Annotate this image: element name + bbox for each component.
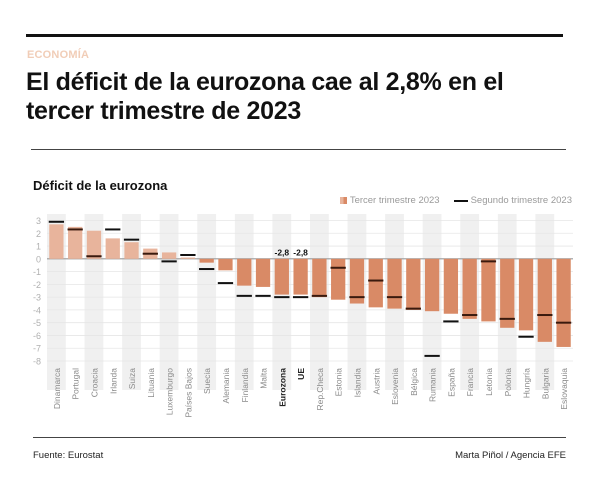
bar: [500, 258, 515, 328]
bar: [68, 226, 83, 259]
y-tick-label: -1: [33, 267, 41, 277]
x-tick-label: Hungría: [522, 368, 532, 399]
bar: [406, 258, 421, 310]
bar: [199, 258, 214, 263]
bar: [556, 258, 571, 347]
bar: [481, 258, 496, 322]
y-tick-label: -5: [33, 318, 41, 328]
bar: [255, 258, 271, 287]
y-tick-label: 2: [36, 229, 41, 239]
x-tick-label: Letonia: [484, 368, 494, 396]
headline: El déficit de la eurozona cae al 2,8% en…: [26, 68, 504, 125]
bar: [368, 258, 383, 308]
bar: [462, 258, 477, 319]
section-label: ECONOMÍA: [27, 49, 90, 61]
bar: [218, 258, 233, 271]
source-note: Fuente: Eurostat: [33, 450, 104, 461]
column-band: [234, 214, 254, 390]
bar: [537, 258, 552, 342]
y-tick-label: 1: [36, 242, 41, 252]
column-band: [272, 214, 292, 390]
bar: [124, 242, 139, 259]
x-tick-label: Rumania: [428, 368, 438, 402]
bar: [49, 224, 64, 259]
x-tick-label: Portugal: [71, 368, 81, 400]
chart-title: Déficit de la eurozona: [33, 178, 168, 193]
y-tick-label: -2: [33, 280, 41, 290]
x-tick-label: Estonia: [334, 368, 344, 397]
x-tick-label: Suecia: [202, 368, 212, 394]
x-tick-label: Croacia: [89, 368, 99, 398]
bar: [443, 258, 459, 314]
bar-swatch-icon: [339, 197, 347, 204]
legend-item-third-quarter: Tercer trimestre 2023: [339, 195, 440, 206]
x-tick-label: Eslovaquia: [559, 368, 569, 410]
bar: [312, 258, 327, 298]
data-label: -2,8: [274, 247, 289, 257]
bar: [293, 258, 308, 295]
x-tick-label: Alemania: [221, 368, 231, 404]
divider: [31, 149, 566, 150]
x-tick-label: Irlanda: [108, 368, 118, 394]
x-tick-label: Dinamarca: [52, 368, 62, 409]
x-tick-label: Austria: [371, 368, 381, 395]
footer-rule: [33, 437, 566, 438]
x-tick-label: Luxemburgo: [165, 368, 175, 416]
bar: [105, 238, 120, 259]
x-tick-label: Finlandia: [240, 368, 250, 403]
y-tick-label: -7: [33, 344, 41, 354]
x-tick-label: Malta: [259, 368, 269, 389]
bar: [180, 257, 196, 259]
x-tick-label: Lituania: [146, 368, 156, 398]
column-band: [159, 214, 179, 390]
y-tick-label: 0: [36, 254, 41, 264]
y-tick-label: -8: [33, 357, 41, 367]
y-tick-label: 3: [36, 216, 41, 226]
column-band: [197, 214, 217, 390]
bar: [274, 258, 289, 295]
data-label: -2,8: [293, 247, 308, 257]
x-tick-label: España: [446, 368, 456, 397]
x-tick-label: Suiza: [127, 368, 137, 390]
x-tick-label: Islandia: [352, 368, 362, 398]
bar: [331, 258, 346, 300]
y-tick-label: -6: [33, 331, 41, 341]
legend: Tercer trimestre 2023 Segundo trimestre …: [326, 195, 572, 206]
x-tick-label: Eurozona: [277, 368, 287, 407]
x-tick-label: Rep.Checa: [315, 368, 325, 411]
legend-item-second-quarter: Segundo trimestre 2023: [453, 195, 572, 206]
bar: [424, 258, 440, 312]
x-tick-label: Polonia: [503, 368, 513, 397]
bar: [86, 230, 102, 259]
x-tick-label: Eslovenia: [390, 368, 400, 405]
credit-note: Marta Piñol / Agencia EFE: [455, 450, 566, 461]
x-tick-label: UE: [296, 368, 306, 380]
bar: [237, 258, 252, 286]
x-tick-label: Bélgica: [409, 368, 419, 396]
y-tick-label: -4: [33, 305, 41, 315]
deficit-bar-chart: 3 2 1 0 -1 -2 -3 -4 -5 -6 -7 -8 Dinamarca Portugal Cro…: [33, 214, 573, 418]
top-rule: [26, 34, 563, 37]
legend-label: Tercer trimestre 2023: [349, 195, 440, 206]
bar: [161, 252, 177, 259]
legend-label: Segundo trimestre 2023: [470, 195, 572, 206]
bar: [349, 258, 365, 304]
x-tick-label: Países Bajos: [183, 368, 193, 418]
bar: [387, 258, 402, 309]
x-tick-label: Francia: [465, 368, 475, 397]
y-tick-label: -3: [33, 293, 41, 303]
line-swatch-icon: [453, 199, 468, 202]
x-tick-label: Bulgaria: [540, 368, 550, 399]
column-band: [310, 214, 329, 390]
bar: [518, 258, 534, 331]
